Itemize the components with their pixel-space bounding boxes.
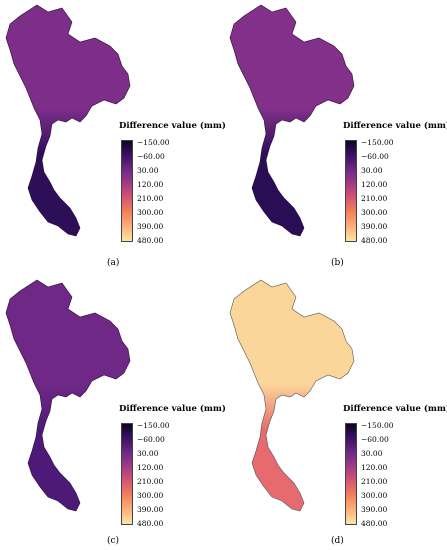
panel-label-c: (c) — [107, 536, 120, 546]
panel-label-a: (a) — [107, 258, 120, 268]
tick-b-1: −60.00 — [361, 152, 389, 161]
thailand-shape-a — [5, 4, 131, 237]
thailand-shape-c — [5, 279, 131, 512]
map-panel-d: Difference value (mm) −150.00 −60.00 30.… — [224, 275, 447, 550]
tick-a-1: −60.00 — [137, 152, 165, 161]
colorbar-d — [345, 423, 357, 525]
tick-b-3: 120.00 — [361, 180, 388, 189]
tick-b-4: 210.00 — [361, 194, 388, 203]
tick-a-5: 300.00 — [137, 208, 164, 217]
tick-a-4: 210.00 — [137, 194, 164, 203]
tick-d-2: 30.00 — [361, 449, 383, 458]
legend-title-c: Difference value (mm) — [119, 404, 226, 414]
thailand-shape-d — [229, 279, 355, 512]
tick-a-6: 390.00 — [137, 222, 164, 231]
legend-title-a: Difference value (mm) — [119, 121, 226, 131]
tick-c-1: −60.00 — [137, 435, 165, 444]
tick-c-6: 390.00 — [137, 505, 164, 514]
map-panel-a: Difference value (mm) −150.00 −60.00 30.… — [0, 0, 226, 275]
tick-c-2: 30.00 — [137, 449, 159, 458]
tick-d-7: 480.00 — [361, 519, 388, 528]
tick-b-5: 300.00 — [361, 208, 388, 217]
tick-b-7: 480.00 — [361, 236, 388, 245]
tick-d-0: −150.00 — [361, 421, 394, 430]
colorbar-c — [121, 423, 133, 525]
tick-a-7: 480.00 — [137, 236, 164, 245]
thailand-map-c — [5, 279, 131, 512]
tick-c-5: 300.00 — [137, 491, 164, 500]
tick-c-4: 210.00 — [137, 477, 164, 486]
tick-a-2: 30.00 — [137, 166, 159, 175]
tick-a-0: −150.00 — [137, 138, 170, 147]
thailand-map-d — [229, 279, 355, 512]
tick-d-5: 300.00 — [361, 491, 388, 500]
colorbar-b — [345, 140, 357, 242]
tick-b-2: 30.00 — [361, 166, 383, 175]
legend-title-b: Difference value (mm) — [343, 121, 447, 131]
tick-b-6: 390.00 — [361, 222, 388, 231]
legend-title-d: Difference value (mm) — [343, 404, 447, 414]
thailand-map-a — [5, 4, 131, 237]
thailand-shape-b — [229, 4, 355, 237]
tick-d-4: 210.00 — [361, 477, 388, 486]
tick-d-3: 120.00 — [361, 463, 388, 472]
tick-d-6: 390.00 — [361, 505, 388, 514]
tick-c-0: −150.00 — [137, 421, 170, 430]
panel-label-d: (d) — [331, 536, 344, 546]
tick-b-0: −150.00 — [361, 138, 394, 147]
tick-c-3: 120.00 — [137, 463, 164, 472]
thailand-map-b — [229, 4, 355, 237]
map-panel-b: Difference value (mm) −150.00 −60.00 30.… — [224, 0, 447, 275]
tick-c-7: 480.00 — [137, 519, 164, 528]
panel-label-b: (b) — [331, 258, 344, 268]
tick-a-3: 120.00 — [137, 180, 164, 189]
colorbar-a — [121, 140, 133, 242]
tick-d-1: −60.00 — [361, 435, 389, 444]
map-panel-c: Difference value (mm) −150.00 −60.00 30.… — [0, 275, 226, 550]
